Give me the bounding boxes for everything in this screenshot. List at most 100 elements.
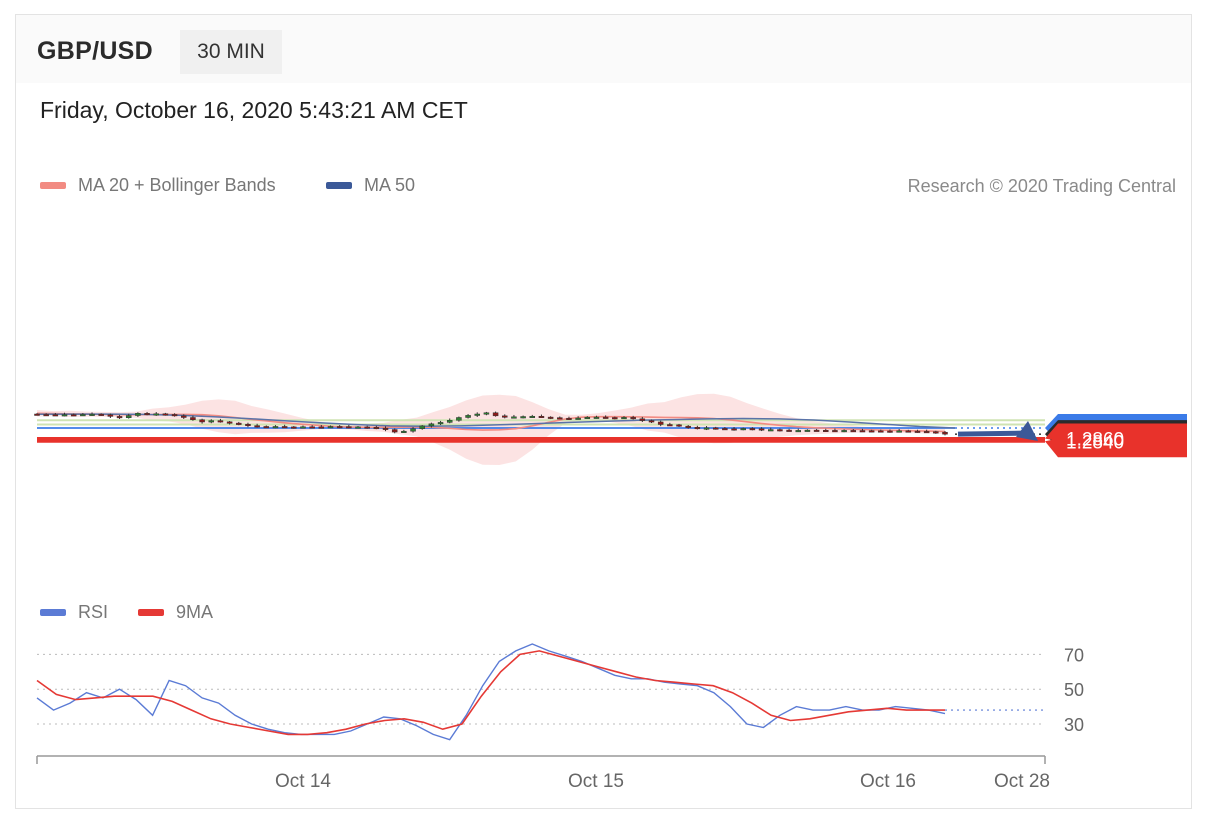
candle-body xyxy=(364,426,370,429)
candle-body xyxy=(566,417,572,420)
candle-body xyxy=(859,430,866,433)
candle-body xyxy=(34,413,40,416)
candle-body xyxy=(492,412,499,417)
candle-body xyxy=(841,430,847,433)
timestamp: Friday, October 16, 2020 5:43:21 AM CET xyxy=(40,97,468,123)
candle-body xyxy=(199,419,205,423)
candle-body xyxy=(612,417,618,420)
ma50-line xyxy=(36,413,956,429)
candle-body xyxy=(245,423,251,426)
candle-body xyxy=(777,429,783,432)
legend-rsi-9ma: 9MA xyxy=(138,602,213,623)
candle-body xyxy=(116,416,123,419)
candle-body xyxy=(336,426,343,429)
candle-body xyxy=(98,413,104,416)
candle-body xyxy=(61,414,68,417)
candle-body xyxy=(703,427,710,430)
candle-body xyxy=(236,422,242,425)
ma20-line xyxy=(36,412,946,433)
support-price-label: 1.2860 xyxy=(1066,430,1124,451)
rsi-swatch xyxy=(40,609,66,616)
candle-body xyxy=(602,416,609,419)
research-credit: Research © 2020 Trading Central xyxy=(907,176,1176,196)
candle-body xyxy=(593,416,600,419)
candle-body xyxy=(905,430,912,433)
candle-body xyxy=(786,429,792,432)
candle-body xyxy=(162,413,169,416)
rsi-tick-label: 70 xyxy=(1064,645,1084,665)
ma20-swatch xyxy=(40,182,66,189)
candle-body xyxy=(712,427,719,430)
candle-body xyxy=(272,426,279,429)
candles xyxy=(34,411,948,436)
candle-body xyxy=(529,415,536,418)
x-tick-label: Oct 16 xyxy=(860,771,916,792)
candle-body xyxy=(80,414,86,417)
legend-label: MA 50 xyxy=(364,175,416,195)
forecast-arrow-line xyxy=(957,430,1029,437)
candle-body xyxy=(933,431,939,434)
candle-body xyxy=(767,429,774,432)
rsi-9ma-line xyxy=(36,650,945,736)
candle-body xyxy=(887,430,893,433)
candle-body xyxy=(135,413,141,416)
ma50-swatch xyxy=(326,182,352,189)
candle-body xyxy=(813,429,820,432)
candle-body xyxy=(446,420,453,423)
candle-body xyxy=(419,425,425,429)
symbol-title: GBP/USD xyxy=(37,37,154,65)
candle-body xyxy=(850,430,857,433)
candle-body xyxy=(428,423,435,427)
x-tick-label: Oct 15 xyxy=(568,771,624,792)
candle-body xyxy=(758,428,765,431)
candle-body xyxy=(171,414,178,417)
candle-body xyxy=(667,424,673,427)
candle-body xyxy=(914,430,921,433)
candle-body xyxy=(538,415,545,418)
candle-body xyxy=(502,415,508,418)
candle-body xyxy=(740,428,746,431)
candle-body xyxy=(190,417,196,420)
candle-body xyxy=(648,420,655,423)
candle-body xyxy=(437,422,444,425)
candle-body xyxy=(575,417,581,420)
candle-body xyxy=(557,417,563,420)
rsi-tick-label: 50 xyxy=(1064,680,1084,700)
candle-body xyxy=(153,413,159,416)
candle-body xyxy=(291,426,297,429)
candle-body xyxy=(391,429,398,433)
rsi-9ma-swatch xyxy=(138,609,164,616)
candle-body xyxy=(465,415,471,418)
support-price-tags xyxy=(1045,423,1187,458)
candle-body xyxy=(685,425,691,428)
candle-body xyxy=(89,413,95,416)
candle-body xyxy=(584,416,591,419)
timeframe-button[interactable]: 30 MIN xyxy=(180,30,282,74)
candle-body xyxy=(520,416,526,419)
candle-body xyxy=(309,426,315,429)
candle-body xyxy=(639,418,646,421)
rsi-tick-label: 30 xyxy=(1064,715,1084,735)
candle-body xyxy=(180,415,187,418)
x-tick-label: Oct 14 xyxy=(275,771,331,792)
candle-body xyxy=(483,412,490,415)
candle-body xyxy=(868,430,875,433)
candle-body xyxy=(318,426,325,429)
candle-body xyxy=(547,416,554,419)
candle-body xyxy=(254,425,260,428)
candle-body xyxy=(144,413,150,416)
candle-body xyxy=(731,428,737,431)
candle-body xyxy=(795,430,802,433)
candle-body xyxy=(373,427,380,430)
legend-ma20-bollinger: MA 20 + Bollinger Bands xyxy=(40,175,276,196)
candle-body xyxy=(52,414,59,417)
x-tick-label: Oct 28 xyxy=(994,771,1050,792)
legend-ma50: MA 50 xyxy=(326,175,415,196)
candle-body xyxy=(749,428,756,431)
candle-body xyxy=(263,426,270,429)
candle-body xyxy=(923,431,930,434)
candle-body xyxy=(823,429,829,432)
legend-rsi: RSI xyxy=(40,602,108,623)
legend-label: MA 20 + Bollinger Bands xyxy=(78,175,276,195)
